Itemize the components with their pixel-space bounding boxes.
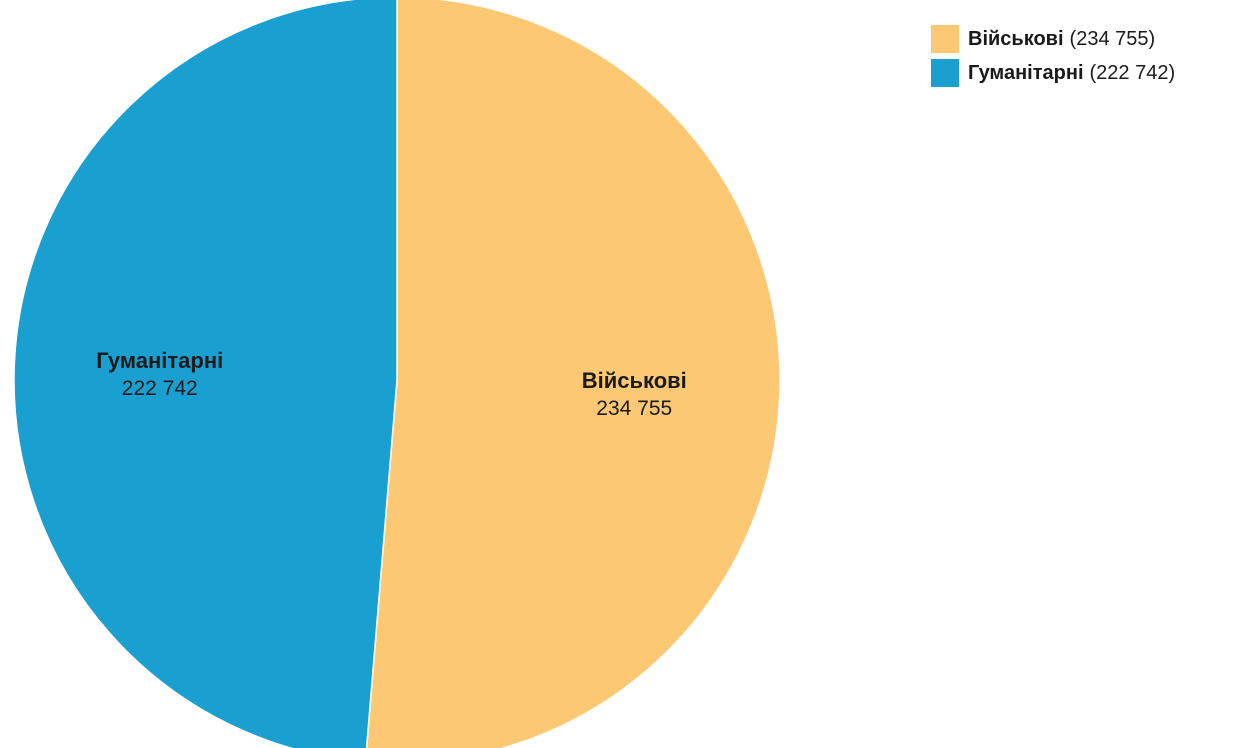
legend-swatch-military xyxy=(931,25,959,53)
pie-slice-labels: Військові 234 755 Гуманітарні 222 742 xyxy=(96,348,687,420)
pie-slices xyxy=(13,0,781,748)
slice-label-name-humanitarian: Гуманітарні xyxy=(96,348,223,373)
legend-value-humanitarian: (222 742) xyxy=(1089,61,1176,84)
legend-item-humanitarian[interactable]: Гуманітарні (222 742) xyxy=(931,56,1175,90)
legend-label-military: Військові xyxy=(968,27,1064,50)
slice-label-name-military: Військові xyxy=(582,368,687,393)
pie-slice-military[interactable] xyxy=(365,0,781,748)
legend-label-humanitarian: Гуманітарні xyxy=(968,61,1084,84)
legend-value-military: (234 755) xyxy=(1069,27,1156,50)
pie-slice-humanitarian[interactable] xyxy=(13,0,398,748)
legend-item-military[interactable]: Військові (234 755) xyxy=(931,22,1175,56)
slice-label-value-military: 234 755 xyxy=(596,397,672,420)
legend-swatch-humanitarian xyxy=(931,59,959,87)
legend: Військові (234 755) Гуманітарні (222 742… xyxy=(931,22,1175,90)
slice-label-value-humanitarian: 222 742 xyxy=(122,377,198,400)
